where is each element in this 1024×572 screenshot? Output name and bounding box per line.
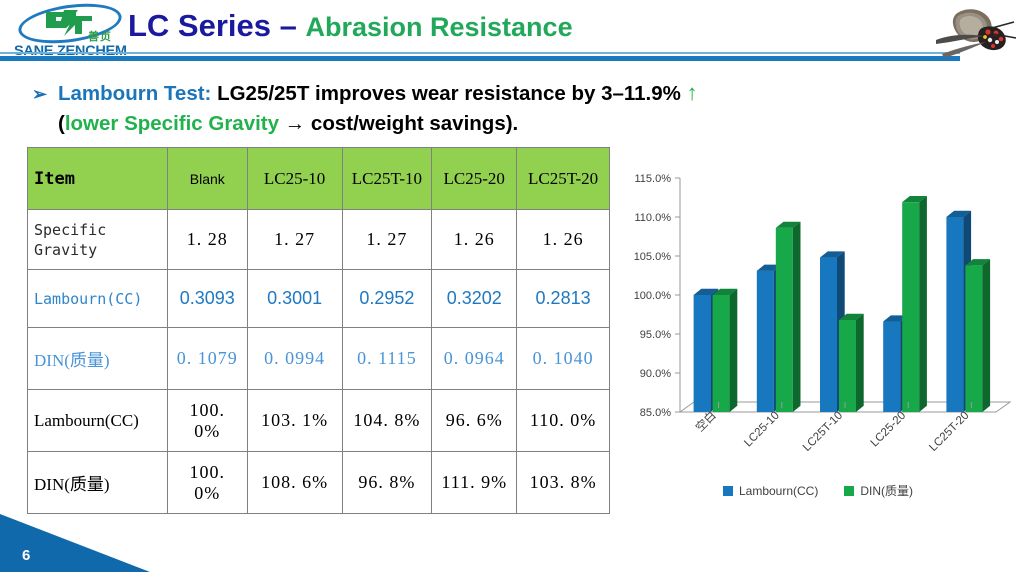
cell-sg-lc25-20: 1. 26 [431,209,518,270]
cell-lamp-lc25-20: 96. 6% [431,389,518,452]
table-header: Item Blank LC25-10 LC25T-10 LC25-20 LC25… [27,147,610,210]
table-row: DIN(质量) 0. 1079 0. 0994 0. 1115 0. 0964 … [27,327,610,390]
cell-din-lc25t-10: 0. 1115 [341,327,433,390]
cell-lamp-lc25t-10: 104. 8% [341,389,433,452]
legend-swatch-icon [722,485,733,496]
legend-item-din: DIN(质量) [844,482,913,499]
bullet-paragraph: ➢ Lambourn Test: LG25/25T improves wear r… [32,78,992,139]
up-arrow-icon: ↑ [686,80,698,105]
cell-dinp-lc25t-20: 103. 8% [516,451,610,514]
x-axis-tick-label: LC25T-10 [801,410,845,454]
cell-sg-blank: 1. 28 [166,209,248,270]
cell-dinp-lc25-10: 108. 6% [246,451,343,514]
cell-din-blank: 0. 1079 [166,327,248,390]
title-dash: – [271,8,306,43]
y-axis-tick-label: 85.0% [640,407,671,419]
cell-sg-lc25-10: 1. 27 [246,209,343,270]
bullet-marker-icon: ➢ [32,84,48,104]
header-rule-thin [0,52,960,54]
x-axis-tick-label: LC25-10 [742,410,782,450]
legend-label: DIN(质量) [860,484,914,498]
table-header-lc25t-10: LC25T-10 [341,147,433,210]
cell-sg-lc25t-20: 1. 26 [516,209,610,270]
table-header-blank: Blank [166,147,248,210]
butterfly-icon [936,9,1017,58]
cell-sg-lc25t-10: 1. 27 [341,209,433,270]
brand-logo: 善贞 SANE ZENCHEM [14,0,134,58]
title-secondary: Abrasion Resistance [305,12,573,42]
x-axis-tick-label: LC25T-20 [927,410,971,454]
cell-lamp-lc25-10: 103. 1% [246,389,343,452]
y-axis-tick-label: 105.0% [634,251,672,263]
cell-lam-lc25t-10: 0.2952 [341,269,433,328]
bullet-line2: (lower Specific Gravity → cost/weight sa… [32,109,992,139]
table-header-row: Item Blank LC25-10 LC25T-10 LC25-20 LC25… [27,147,610,210]
row-label-specific-gravity: Specific Gravity [27,209,168,270]
chart-legend: Lambourn(CC) DIN(质量) [618,482,1018,499]
table-header-lc25t-20: LC25T-20 [516,147,610,210]
bullet-line1-rest: LG25/25T improves wear resistance by 3–1… [211,82,687,105]
y-axis-tick-label: 95.0% [640,329,671,341]
bullet-line2-green: lower Specific Gravity [64,112,280,135]
cell-lamp-lc25t-20: 110. 0% [516,389,610,452]
brand-name-en: SANE ZENCHEM [14,42,127,58]
cell-lam-lc25t-20: 0.2813 [516,269,610,328]
cell-lamp-blank: 100. 0% [166,389,248,452]
y-axis-tick-label: 90.0% [640,368,671,380]
header-rule [0,56,960,61]
page-number: 6 [22,547,31,564]
cell-dinp-lc25t-10: 96. 8% [341,451,433,514]
bullet-line2-open: ( [58,112,65,135]
page-title: LC Series – Abrasion Resistance [128,8,573,44]
cell-din-lc25-10: 0. 0994 [246,327,343,390]
table-row: Lambourn(CC) 100. 0% 103. 1% 104. 8% 96.… [27,389,610,452]
legend-item-lambourn: Lambourn(CC) [722,482,819,499]
row-label-din-mass-percent: DIN(质量) [27,451,168,514]
legend-label: Lambourn(CC) [738,483,819,498]
bullet-line2-rest: → cost/weight savings). [279,112,519,135]
brand-name-cn: 善贞 [88,30,112,43]
row-label-din-mass: DIN(质量) [27,327,168,390]
table-body: Specific Gravity 1. 28 1. 27 1. 27 1. 26… [27,209,610,514]
cell-lam-lc25-20: 0.3202 [431,269,518,328]
cell-lam-lc25-10: 0.3001 [246,269,343,328]
row-label-lambourn-cc: Lambourn(CC) [27,269,168,328]
legend-swatch-icon [844,485,855,496]
table-header-item: Item [27,147,168,210]
sane-zenchem-logo-icon [46,10,92,36]
abrasion-data-table: Item Blank LC25-10 LC25T-10 LC25-20 LC25… [27,147,610,514]
cell-din-lc25t-20: 0. 1040 [516,327,610,390]
footer-corner-decoration [0,514,150,572]
table-row: Lambourn(CC) 0.3093 0.3001 0.2952 0.3202… [27,269,610,328]
row-label-lambourn-cc-percent: Lambourn(CC) [27,389,168,452]
cell-din-lc25-20: 0. 0964 [431,327,518,390]
cell-lam-blank: 0.3093 [166,269,248,328]
table-row: DIN(质量) 100. 0% 108. 6% 96. 8% 111. 9% 1… [27,451,610,514]
table-header-lc25-20: LC25-20 [431,147,518,210]
bullet-lead-label: Lambourn Test: [58,82,212,105]
y-axis-tick-label: 110.0% [635,212,672,224]
title-primary: LC Series [128,8,272,43]
abrasion-bar-chart: 85.0%90.0%95.0%100.0%105.0%110.0%115.0%空… [634,173,1012,454]
x-axis-tick-label: LC25-20 [869,410,909,450]
y-axis-tick-label: 100.0% [634,290,672,302]
table-header-lc25-10: LC25-10 [246,147,343,210]
cell-dinp-lc25-20: 111. 9% [431,451,518,514]
cell-dinp-blank: 100. 0% [166,451,248,514]
y-axis-tick-label: 115.0% [635,173,672,185]
table-row: Specific Gravity 1. 28 1. 27 1. 27 1. 26… [27,209,610,270]
